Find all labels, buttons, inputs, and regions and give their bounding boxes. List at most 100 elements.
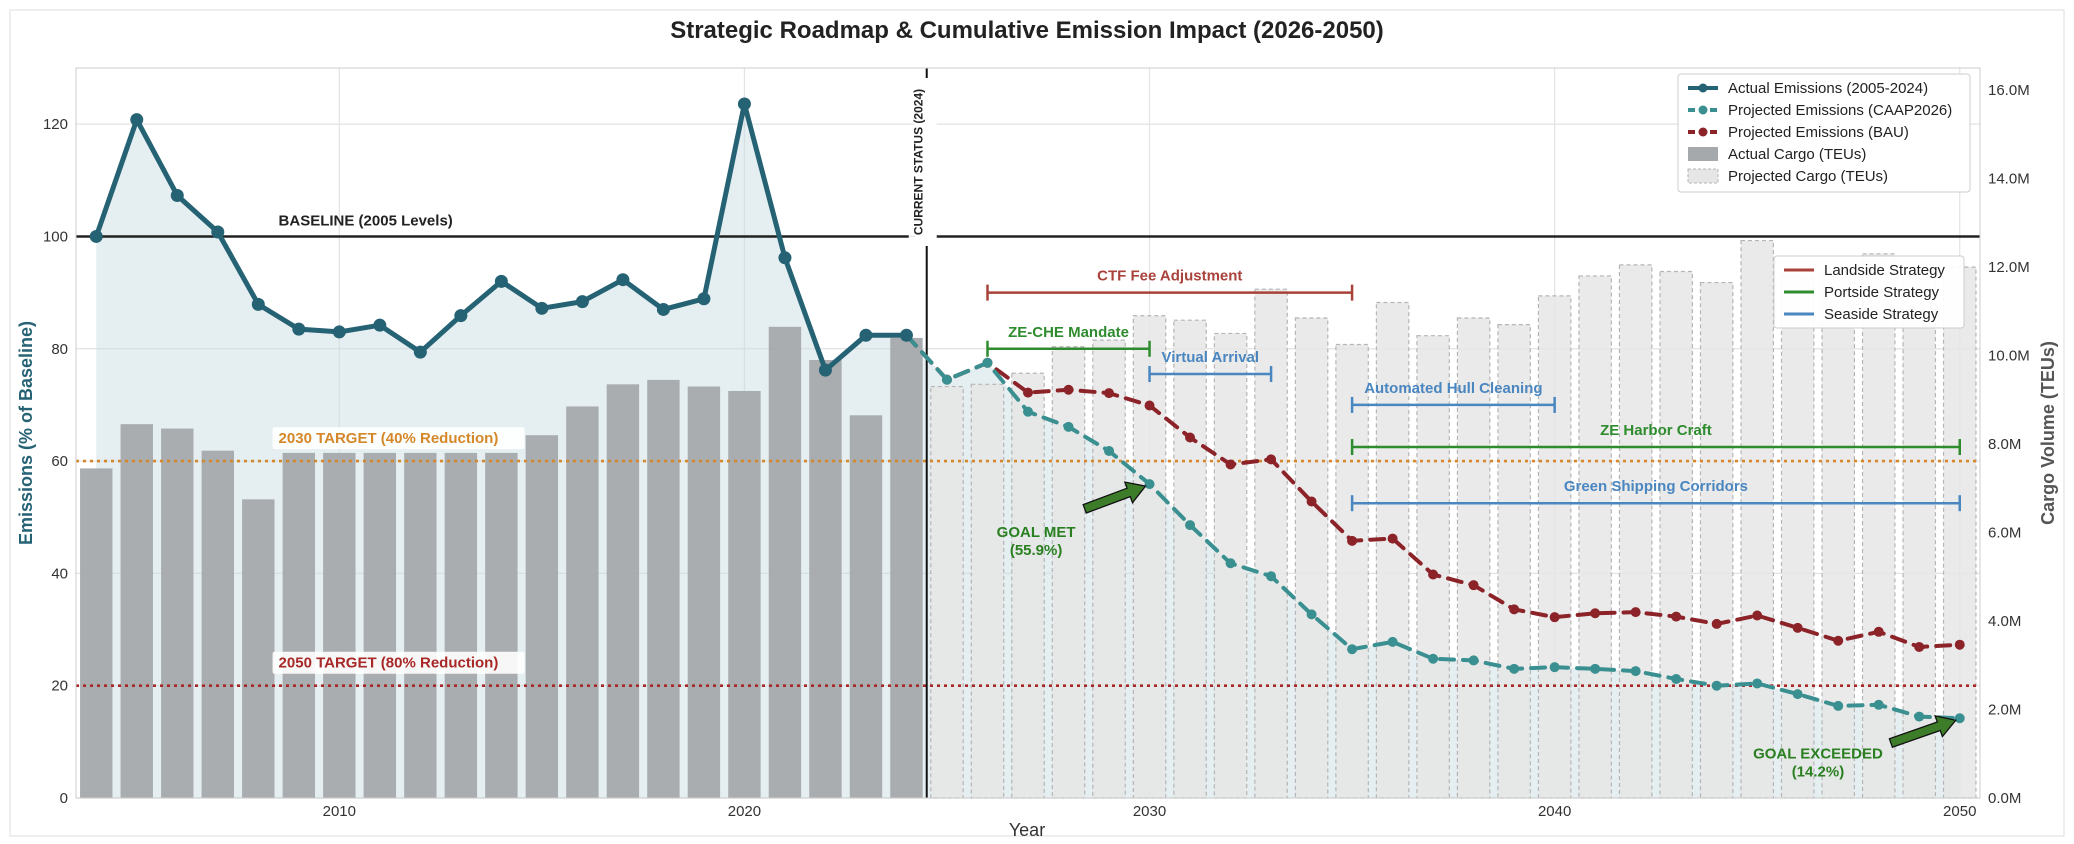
projected-cargo-bar xyxy=(1375,301,1410,799)
legend-main-label: Projected Cargo (TEUs) xyxy=(1728,168,1888,185)
legend-strategy: Landside Strategy Portside Strategy Seasid… xyxy=(1773,255,1965,329)
actual-emissions-point xyxy=(494,274,508,288)
projected-cargo-bar xyxy=(1011,372,1045,799)
x-tick-label: 2020 xyxy=(728,803,761,820)
caap-emissions-point xyxy=(941,374,952,385)
projected-cargo-bar xyxy=(930,385,964,799)
y-tick-label-left: 120 xyxy=(43,116,68,133)
baseline-label: BASELINE (2005 Levels) xyxy=(279,212,453,229)
actual-emissions-point xyxy=(778,251,792,265)
bau-emissions-point xyxy=(1509,604,1520,615)
y-axis-title-left: Emissions (% of Baseline) xyxy=(16,321,36,545)
actual-cargo-bar xyxy=(687,386,721,798)
legend-strategy-label: Seaside Strategy xyxy=(1824,306,1939,323)
bau-emissions-point xyxy=(1873,626,1884,637)
target-label: 2030 TARGET (40% Reduction) xyxy=(279,430,499,447)
x-tick-label: 2010 xyxy=(323,803,356,820)
caap-emissions-point xyxy=(1711,680,1722,691)
y-axis-title-right: Cargo Volume (TEUs) xyxy=(2038,341,2058,525)
projected-cargo-bar xyxy=(1497,324,1531,799)
y-tick-label-left: 100 xyxy=(43,228,68,245)
bau-emissions-point xyxy=(1023,387,1033,398)
projected-cargo-bar xyxy=(1051,346,1086,799)
caap-emissions-line xyxy=(904,333,1962,721)
strategy-label: Virtual Arrival xyxy=(1162,349,1260,366)
actual-emissions-point xyxy=(89,229,103,243)
projected-cargo-bar xyxy=(1173,319,1207,799)
caap-emissions-point xyxy=(1023,406,1033,417)
actual-emissions-point xyxy=(737,97,751,111)
bau-emissions-point xyxy=(1225,459,1236,470)
projected-cargo-bar xyxy=(1335,343,1369,799)
projected-cargo-bar xyxy=(1294,317,1329,799)
actual-cargo-bar xyxy=(282,452,316,798)
strategy-label: Automated Hull Cleaning xyxy=(1364,380,1542,397)
projected-cargo-bar xyxy=(1578,275,1612,799)
caap-emissions-point xyxy=(1914,711,1925,722)
actual-emissions-point xyxy=(616,273,630,287)
bau-emissions-point xyxy=(1914,641,1925,652)
projected-cargo-bar xyxy=(1821,270,1856,799)
current-status-label-box xyxy=(914,78,937,246)
caap-emissions-point xyxy=(1590,663,1601,674)
legend-main-marker xyxy=(1698,83,1708,93)
actual-cargo-bar xyxy=(728,390,761,798)
actual-cargo-bar xyxy=(768,326,802,798)
actual-emissions-point xyxy=(899,328,913,342)
projected-cargo-bar xyxy=(1699,281,1734,799)
bau-emissions-point xyxy=(1428,569,1439,580)
y-tick-label-left: 80 xyxy=(51,341,68,358)
actual-emissions-point xyxy=(818,363,832,377)
projected-cargo-bar xyxy=(1537,295,1572,799)
bau-emissions-point xyxy=(1185,432,1196,443)
x-axis-title: Year xyxy=(1009,820,1045,840)
y-tick-label-right: 4.0M xyxy=(1988,613,2021,630)
actual-emissions-point xyxy=(454,309,468,323)
bau-emissions-point xyxy=(1468,580,1479,591)
axes: 2010 2020 2030 2040 20500204060801001200.0M2… xyxy=(43,82,2030,820)
actual-cargo-bar xyxy=(161,428,194,798)
actual-emissions-point xyxy=(859,328,873,342)
projected-cargo-bar xyxy=(970,383,1005,799)
projected-cargo-bar xyxy=(1780,275,1815,799)
target-label: 2050 TARGET (80% Reduction) xyxy=(279,655,499,672)
actual-cargo-bar xyxy=(80,468,113,798)
annotation-arrow xyxy=(1082,481,1147,514)
bau-emissions-point xyxy=(1387,533,1398,544)
caap-emissions-point xyxy=(1144,479,1155,490)
actual-emissions-point xyxy=(575,295,589,309)
legend-main-label: Projected Emissions (BAU) xyxy=(1728,124,1909,141)
y-tick-label-left: 60 xyxy=(51,453,68,470)
legend-strategy-label: Portside Strategy xyxy=(1824,284,1940,301)
bau-emissions-point xyxy=(1063,384,1074,395)
caap-emissions-point xyxy=(1063,421,1074,432)
caap-emissions-point xyxy=(1833,700,1844,711)
y-tick-label-left: 20 xyxy=(51,678,68,695)
y-tick-label-left: 0 xyxy=(60,790,68,807)
y-tick-label-right: 10.0M xyxy=(1988,348,2030,365)
y-tick-label-right: 16.0M xyxy=(1988,82,2030,99)
caap-emissions-point xyxy=(1428,653,1439,664)
y-tick-label-right: 0.0M xyxy=(1988,790,2021,807)
projected-cargo-bar xyxy=(1132,315,1167,799)
projected-cargo-bar xyxy=(1740,239,1774,799)
caap-emissions-point xyxy=(1468,655,1479,666)
bau-emissions-point xyxy=(1671,611,1682,622)
strategy-label: ZE-CHE Mandate xyxy=(1008,324,1129,341)
legend-main-label: Actual Cargo (TEUs) xyxy=(1728,146,1866,163)
caap-emissions-point xyxy=(1873,699,1884,710)
projected-cargo-bar xyxy=(1254,288,1288,799)
y-tick-label-right: 2.0M xyxy=(1988,702,2021,719)
actual-emissions-point xyxy=(656,302,670,316)
bau-emissions-point xyxy=(1833,635,1844,646)
strategy-label: Green Shipping Corridors xyxy=(1564,478,1748,495)
bau-emissions-point xyxy=(1144,400,1155,411)
chart-title: Strategic Roadmap & Cumulative Emission … xyxy=(670,17,1384,44)
annotation-value: (55.9%) xyxy=(1010,542,1063,559)
legend-main-label: Actual Emissions (2005-2024) xyxy=(1728,80,1928,97)
y-tick-label-right: 6.0M xyxy=(1988,525,2021,542)
actual-cargo-bar xyxy=(485,452,518,798)
x-tick-label: 2040 xyxy=(1538,803,1571,820)
y-tick-label-right: 12.0M xyxy=(1988,259,2030,276)
